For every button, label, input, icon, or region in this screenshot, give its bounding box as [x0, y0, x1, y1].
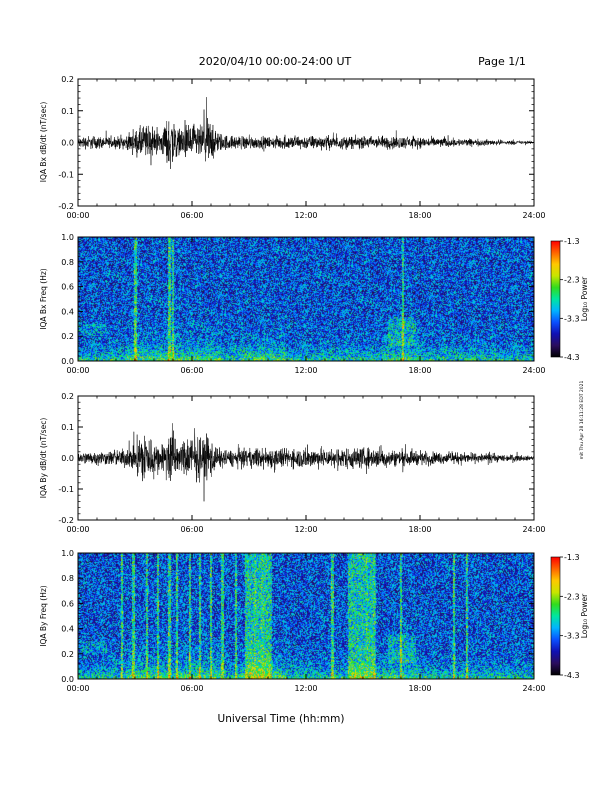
x-tick-label: 00:00	[66, 211, 89, 220]
panel-bx-dbdt: 00:00 06:00 12:00 18:00 24:00 0.2 0.1 0.0 -0.1 -0…	[39, 75, 546, 220]
colorbar-tick-label: -3.3	[564, 632, 580, 641]
y-tick-label: 0.2	[61, 332, 74, 341]
by-spectrogram-axis: 00:00 06:00 12:00 18:00 24:00 1.0 0.8 0.6 0.4 0.2…	[61, 549, 545, 693]
x-tick-label: 00:00	[66, 525, 89, 534]
y-tick-label: -0.2	[58, 516, 74, 525]
colorbar-tick-label: -1.3	[564, 237, 580, 246]
x-tick-label: 12:00	[294, 366, 317, 375]
x-tick-label: 24:00	[522, 684, 545, 693]
y-tick-label: 0.2	[61, 392, 74, 401]
by-dbdt-ylabel: IQA By dB/dt (nT/sec)	[39, 418, 48, 499]
bx-dbdt-ylabel: IQA Bx dB/dt (nT/sec)	[39, 102, 48, 183]
panel-by-dbdt: 00:00 06:00 12:00 18:00 24:00 0.2 0.1 0.0 -0.1 -0…	[39, 392, 546, 534]
x-tick-label: 24:00	[522, 366, 545, 375]
y-tick-label: 0.8	[61, 258, 74, 267]
side-note: mit Thu Apr 28 16:11:28 EDT 2021	[579, 381, 585, 460]
colorbar-tick-label: -3.3	[564, 314, 580, 323]
by-spectrogram-ylabel: IQA By Freq (Hz)	[39, 585, 48, 647]
x-tick-label: 12:00	[294, 525, 317, 534]
colorbar-tick-label: -4.3	[564, 671, 580, 680]
signal-trace	[78, 423, 534, 502]
x-tick-label: 18:00	[408, 211, 431, 220]
x-tick-label: 06:00	[180, 525, 203, 534]
y-tick-label: 0.1	[61, 107, 74, 116]
colorbar-tick-label: -1.3	[564, 553, 580, 562]
x-tick-label: 24:00	[522, 211, 545, 220]
y-tick-label: 0.0	[61, 454, 74, 463]
bx-spectrogram-axis: 00:00 06:00 12:00 18:00 24:00 1.0 0.8 0.6 0.4 0.2…	[61, 233, 545, 375]
x-tick-label: 06:00	[180, 366, 203, 375]
colorbar-gradient	[550, 556, 561, 676]
x-tick-label: 24:00	[522, 525, 545, 534]
by-colorbar: -1.3 -2.3 -3.3 -4.3 Log₁₀ Power	[550, 553, 589, 680]
y-tick-label: 0.2	[61, 75, 74, 84]
bx-dbdt-axis: 00:00 06:00 12:00 18:00 24:00 0.2 0.1 0.0 -0.1 -0…	[58, 75, 545, 220]
y-tick-label: 0.4	[61, 307, 74, 316]
x-tick-label: 00:00	[66, 366, 89, 375]
y-tick-label: 1.0	[61, 233, 74, 242]
page-title: 2020/04/10 00:00-24:00 UT	[199, 55, 352, 68]
y-tick-label: -0.2	[58, 202, 74, 211]
x-tick-label: 12:00	[294, 684, 317, 693]
colorbar-tick-label: -4.3	[564, 353, 580, 362]
y-tick-label: 0.0	[61, 357, 74, 366]
y-tick-label: -0.1	[58, 170, 74, 179]
x-axis-label: Universal Time (hh:mm)	[218, 713, 345, 725]
x-tick-label: 00:00	[66, 684, 89, 693]
panel-bx-spectrogram: 00:00 06:00 12:00 18:00 24:00 1.0 0.8 0.6 0.4 0.2…	[39, 233, 589, 375]
y-tick-label: 0.6	[61, 599, 74, 608]
by-spectrogram-image	[78, 553, 534, 679]
y-tick-label: 0.6	[61, 283, 74, 292]
panel-by-spectrogram: 00:00 06:00 12:00 18:00 24:00 1.0 0.8 0.6 0.4 0.2…	[39, 549, 589, 693]
colorbar-tick-label: -2.3	[564, 276, 580, 285]
x-tick-label: 06:00	[180, 211, 203, 220]
x-tick-label: 18:00	[408, 525, 431, 534]
y-tick-label: 0.4	[61, 625, 74, 634]
page-number: Page 1/1	[478, 55, 526, 68]
bx-dbdt-plot-area	[78, 97, 534, 169]
colorbar-label: Log₁₀ Power	[580, 276, 589, 321]
y-tick-label: 0.2	[61, 650, 74, 659]
y-tick-label: 1.0	[61, 549, 74, 558]
x-tick-label: 18:00	[408, 684, 431, 693]
y-tick-label: 0.0	[61, 675, 74, 684]
colorbar-gradient	[550, 240, 561, 358]
x-tick-label: 06:00	[180, 684, 203, 693]
signal-trace	[78, 97, 534, 169]
by-dbdt-axis: 00:00 06:00 12:00 18:00 24:00 0.2 0.1 0.0 -0.1 -0…	[58, 392, 545, 534]
y-tick-label: 0.1	[61, 423, 74, 432]
colorbar-tick-label: -2.3	[564, 592, 580, 601]
y-tick-label: 0.0	[61, 139, 74, 148]
y-tick-label: -0.1	[58, 485, 74, 494]
bx-spectrogram-ylabel: IQA Bx Freq (Hz)	[39, 268, 48, 330]
y-tick-label: 0.8	[61, 574, 74, 583]
x-tick-label: 12:00	[294, 211, 317, 220]
colorbar-label: Log₁₀ Power	[580, 593, 589, 638]
bx-colorbar: -1.3 -2.3 -3.3 -4.3 Log₁₀ Power	[550, 237, 589, 362]
x-tick-label: 18:00	[408, 366, 431, 375]
bx-spectrogram-image	[78, 237, 534, 361]
by-dbdt-plot-area	[78, 423, 534, 502]
